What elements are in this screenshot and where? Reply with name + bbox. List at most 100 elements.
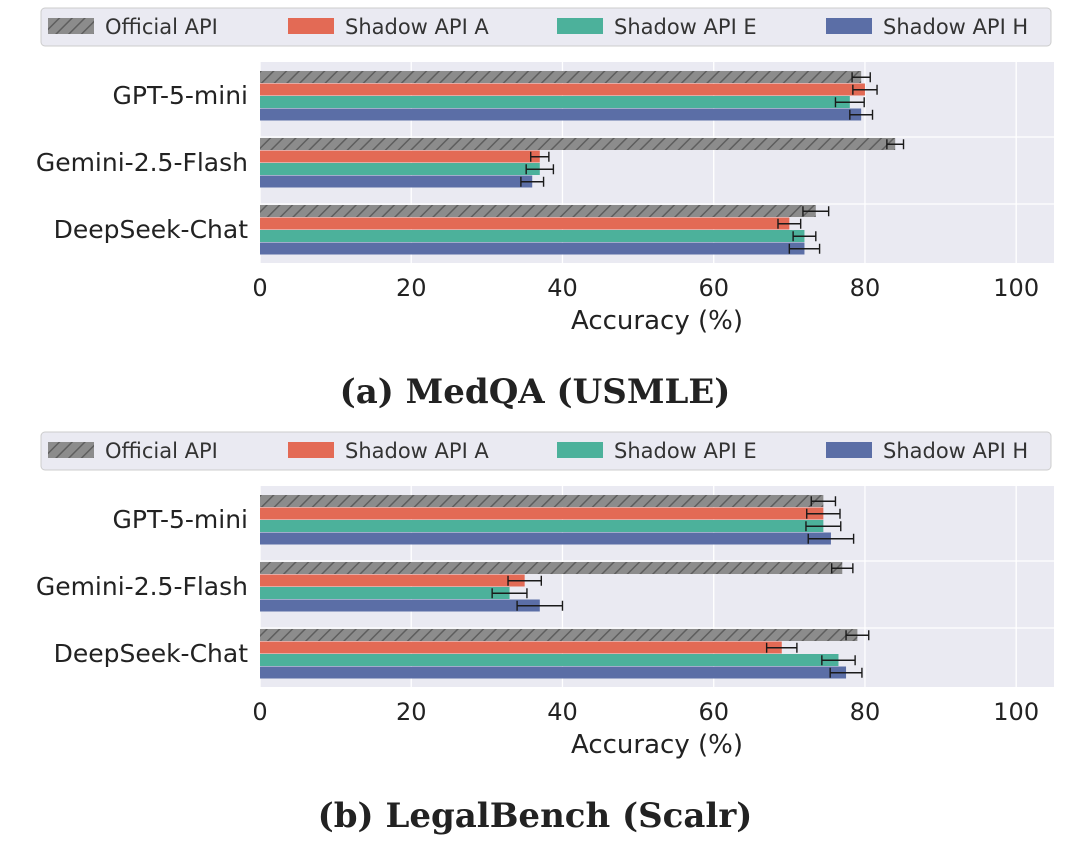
- legend-item-shadow-api-e: Shadow API E: [557, 15, 757, 39]
- x-tick-label: 20: [396, 698, 427, 726]
- error-bar-gemini-2-5-flash-shadow-api-a: [530, 151, 550, 162]
- x-tick-label: 80: [850, 698, 881, 726]
- legend-label: Shadow API E: [614, 439, 757, 463]
- legend-label: Shadow API H: [883, 439, 1028, 463]
- error-bar-gpt-5-mini-shadow-api-a: [852, 84, 878, 95]
- legend-swatch: [48, 18, 94, 34]
- chart-caption: (a) MedQA (USMLE): [340, 372, 731, 412]
- bar-gemini-2-5-flash-shadow-api-e: [260, 587, 510, 599]
- error-bar-gpt-5-mini-shadow-api-h: [807, 533, 855, 544]
- legend-label: Shadow API H: [883, 15, 1028, 39]
- legend: Official API Shadow API A Shadow API E Shad…: [40, 431, 1052, 471]
- legend-label: Shadow API A: [345, 15, 489, 39]
- bar-gemini-2-5-flash-official-api: [260, 562, 843, 574]
- legend-box: [40, 7, 1052, 47]
- error-bar-deepseek-chat-official-api: [802, 206, 830, 217]
- bar-deepseek-chat-official-api: [260, 629, 858, 641]
- legend-label: Shadow API E: [614, 15, 757, 39]
- x-tick-label: 60: [698, 274, 729, 302]
- bar-gemini-2-5-flash-shadow-api-e: [260, 163, 540, 175]
- bar-gpt-5-mini-shadow-api-h: [260, 532, 831, 545]
- bar-deepseek-chat-official-api: [260, 205, 816, 217]
- error-bar-gpt-5-mini-shadow-api-h: [849, 109, 874, 120]
- x-tick-label: 0: [252, 274, 267, 302]
- error-bar-gemini-2-5-flash-official-api: [830, 563, 854, 574]
- bar-deepseek-chat-shadow-api-e: [260, 654, 839, 666]
- error-bar-deepseek-chat-shadow-api-h: [788, 243, 821, 254]
- legend-label: Shadow API A: [345, 439, 489, 463]
- bar-gemini-2-5-flash-official-api: [260, 138, 896, 150]
- x-tick-label: 40: [547, 698, 578, 726]
- legend-item-shadow-api-h: Shadow API H: [826, 15, 1028, 39]
- bar-gpt-5-mini-official-api: [260, 495, 824, 507]
- legend-swatch: [557, 442, 603, 458]
- error-bar-gemini-2-5-flash-shadow-api-e: [491, 588, 528, 599]
- error-bar-gpt-5-mini-official-api: [810, 496, 837, 507]
- error-bar-gemini-2-5-flash-shadow-api-e: [525, 164, 555, 175]
- bar-deepseek-chat-shadow-api-a: [260, 641, 782, 654]
- bar-deepseek-chat-shadow-api-a: [260, 217, 790, 230]
- legend-label: Official API: [105, 439, 218, 463]
- x-axis-label: Accuracy (%): [571, 730, 743, 760]
- bar-gemini-2-5-flash-shadow-api-h: [260, 599, 540, 612]
- legend-swatch: [288, 18, 334, 34]
- error-bar-deepseek-chat-shadow-api-e: [821, 655, 856, 666]
- bar-gemini-2-5-flash-shadow-api-a: [260, 150, 540, 163]
- legalbench-chart-panel: Official API Shadow API A Shadow API E Shad…: [0, 424, 1070, 847]
- error-bar-gpt-5-mini-shadow-api-e: [805, 521, 842, 532]
- error-bar-gpt-5-mini-shadow-api-a: [806, 508, 841, 519]
- bar-gpt-5-mini-shadow-api-h: [260, 108, 862, 121]
- category-label-gemini-2-5-flash: Gemini-2.5-Flash: [36, 572, 248, 601]
- x-tick-label: 60: [698, 698, 729, 726]
- legalbench-chart: Official API Shadow API A Shadow API E Shad…: [36, 431, 1054, 836]
- error-bar-deepseek-chat-shadow-api-e: [792, 231, 817, 242]
- legend-swatch: [557, 18, 603, 34]
- chart-caption: (b) LegalBench (Scalr): [318, 796, 753, 836]
- error-bar-gemini-2-5-flash-shadow-api-h: [520, 176, 545, 187]
- bar-deepseek-chat-shadow-api-h: [260, 666, 847, 679]
- x-tick-label: 0: [252, 698, 267, 726]
- error-bar-deepseek-chat-shadow-api-h: [829, 667, 863, 678]
- category-label-gemini-2-5-flash: Gemini-2.5-Flash: [36, 148, 248, 177]
- x-tick-label: 40: [547, 274, 578, 302]
- error-bar-gpt-5-mini-shadow-api-e: [834, 97, 865, 108]
- error-bar-deepseek-chat-shadow-api-a: [765, 642, 798, 653]
- bar-gemini-2-5-flash-shadow-api-h: [260, 175, 533, 188]
- error-bar-gemini-2-5-flash-official-api: [886, 139, 905, 150]
- legend-item-official-api: Official API: [48, 439, 218, 463]
- x-tick-label: 100: [993, 274, 1039, 302]
- legend-swatch: [826, 442, 872, 458]
- bars: [260, 495, 870, 679]
- error-bar-deepseek-chat-shadow-api-a: [777, 218, 802, 229]
- legend-swatch: [288, 442, 334, 458]
- x-tick-label: 100: [993, 698, 1039, 726]
- category-label-gpt-5-mini: GPT-5-mini: [113, 505, 248, 534]
- bar-deepseek-chat-shadow-api-e: [260, 230, 805, 242]
- error-bar-deepseek-chat-official-api: [845, 630, 870, 641]
- x-tick-label: 20: [396, 274, 427, 302]
- error-bar-gemini-2-5-flash-shadow-api-a: [507, 575, 543, 586]
- legend-item-shadow-api-a: Shadow API A: [288, 15, 489, 39]
- legend-item-shadow-api-h: Shadow API H: [826, 439, 1028, 463]
- category-label-deepseek-chat: DeepSeek-Chat: [54, 639, 249, 668]
- legend-label: Official API: [105, 15, 218, 39]
- category-label-gpt-5-mini: GPT-5-mini: [113, 81, 248, 110]
- bar-gpt-5-mini-official-api: [260, 71, 862, 83]
- legend-item-official-api: Official API: [48, 15, 218, 39]
- bar-gpt-5-mini-shadow-api-e: [260, 96, 850, 108]
- medqa-chart-panel: Official API Shadow API A Shadow API E Shad…: [0, 0, 1070, 423]
- legend-swatch: [826, 18, 872, 34]
- legend: Official API Shadow API A Shadow API E Shad…: [40, 7, 1052, 47]
- bar-deepseek-chat-shadow-api-h: [260, 242, 805, 255]
- category-label-deepseek-chat: DeepSeek-Chat: [54, 215, 249, 244]
- legend-item-shadow-api-e: Shadow API E: [557, 439, 757, 463]
- bar-gpt-5-mini-shadow-api-a: [260, 507, 824, 520]
- medqa-chart: Official API Shadow API A Shadow API E Shad…: [36, 7, 1054, 412]
- legend-item-shadow-api-a: Shadow API A: [288, 439, 489, 463]
- bar-gpt-5-mini-shadow-api-a: [260, 83, 865, 96]
- bars: [260, 71, 905, 255]
- x-tick-label: 80: [850, 274, 881, 302]
- error-bar-gemini-2-5-flash-shadow-api-h: [516, 600, 564, 611]
- x-axis-label: Accuracy (%): [571, 306, 743, 336]
- bar-gpt-5-mini-shadow-api-e: [260, 520, 824, 532]
